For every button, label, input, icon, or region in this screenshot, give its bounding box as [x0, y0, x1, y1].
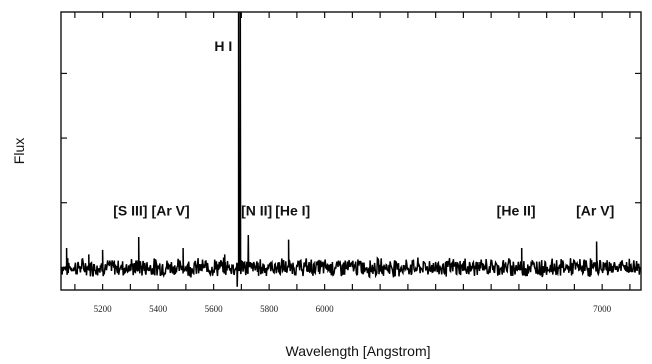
- line-annotation: H I: [214, 38, 232, 54]
- line-annotation: [Ar V]: [576, 203, 614, 219]
- line-annotation: [He II]: [497, 203, 536, 219]
- x-tick-label: 5600: [205, 304, 224, 314]
- x-tick-label: 6000: [316, 304, 335, 314]
- line-annotation: [S III]: [113, 203, 147, 219]
- x-tick-label: 7000: [593, 304, 612, 314]
- line-annotation: [N II]: [241, 203, 272, 219]
- y-axis-label: Flux: [11, 138, 27, 164]
- plot-frame: [60, 11, 642, 291]
- spectrum-line: [60, 11, 641, 287]
- x-tick-labels: 5200 5400 5600 5800 6000 7000: [94, 304, 612, 314]
- x-tick-label: 5200: [94, 304, 113, 314]
- tick-marks: [61, 12, 641, 290]
- x-axis-label: Wavelength [Angstrom]: [286, 343, 431, 359]
- line-annotation: [He I]: [275, 203, 310, 219]
- x-tick-label: 5400: [149, 304, 168, 314]
- line-annotations: H I [S III] [Ar V] [N II] [He I] [He II] [Ar V…: [113, 38, 614, 219]
- line-annotation: [Ar V]: [152, 203, 190, 219]
- x-tick-label: 5800: [260, 304, 279, 314]
